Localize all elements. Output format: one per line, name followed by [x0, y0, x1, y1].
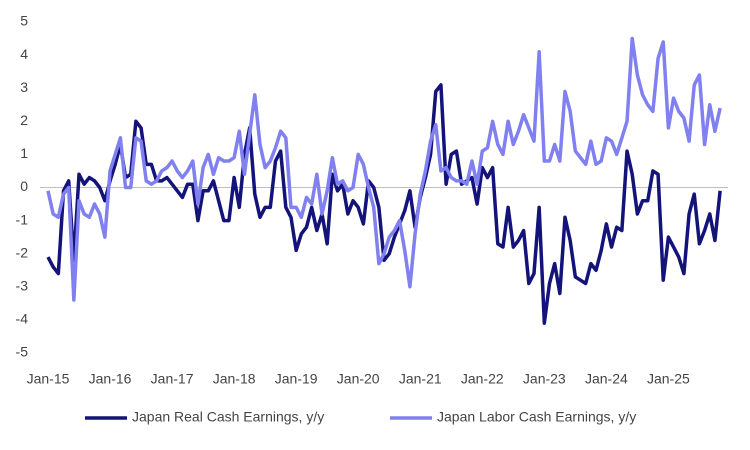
x-tick-label: Jan-16 — [89, 371, 132, 387]
x-tick-label: Jan-21 — [399, 371, 442, 387]
x-tick-label: Jan-20 — [337, 371, 380, 387]
legend-label: Japan Labor Cash Earnings, y/y — [437, 409, 636, 425]
series-line — [46, 36, 722, 302]
y-tick-label: 4 — [20, 46, 28, 62]
y-tick-label: 3 — [20, 79, 28, 95]
x-tick-label: Jan-22 — [461, 371, 504, 387]
x-tick-label: Jan-18 — [213, 371, 256, 387]
legend-label: Japan Real Cash Earnings, y/y — [132, 409, 324, 425]
y-tick-label: 2 — [20, 112, 28, 128]
series-line — [46, 83, 722, 325]
y-tick-label: -2 — [16, 244, 29, 260]
x-tick-label: Jan-24 — [585, 371, 628, 387]
y-tick-label: 1 — [20, 145, 28, 161]
y-tick-label: 0 — [20, 178, 28, 194]
y-tick-label: -5 — [16, 344, 29, 360]
y-tick-label: -4 — [16, 311, 29, 327]
x-tick-label: Jan-19 — [275, 371, 318, 387]
y-tick-label: 5 — [20, 13, 28, 29]
y-tick-label: -1 — [16, 211, 29, 227]
x-tick-label: Jan-15 — [27, 371, 70, 387]
y-tick-label: -3 — [16, 278, 29, 294]
x-tick-label: Jan-25 — [647, 371, 690, 387]
x-tick-label: Jan-23 — [523, 371, 566, 387]
x-tick-label: Jan-17 — [151, 371, 194, 387]
